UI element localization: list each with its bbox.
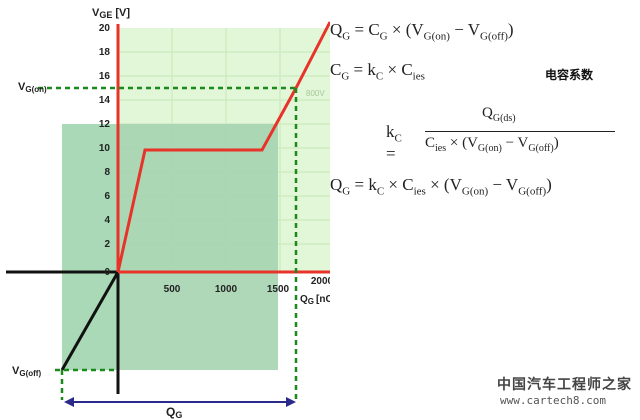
y-tick-14: 14: [99, 95, 111, 106]
y-tick-8: 8: [104, 167, 110, 178]
x-tick-1000: 1000: [215, 284, 238, 295]
negative-charge-line: [60, 271, 120, 371]
fraction-bar: [425, 131, 615, 132]
formula-kc-lhs: kC =: [386, 122, 402, 164]
y-tick-12: 12: [99, 119, 111, 130]
gate-charge-diagram: 20 18 16 14 12 10 8 6 4 2 0 500 1000 150…: [6, 7, 330, 420]
qg-arrow-left-icon: [64, 397, 74, 407]
voltage-tag: 800V: [306, 89, 325, 98]
y-tick-16: 16: [99, 71, 111, 82]
y-tick-18: 18: [99, 47, 111, 58]
x-tick-1500: 1500: [267, 284, 290, 295]
capacitance-coefficient-label: 电容系数: [545, 68, 594, 82]
formula-gate-capacitance: CG = kC × Cies: [330, 60, 425, 83]
x-tick-2000: 2000: [311, 276, 330, 287]
y-tick-20: 20: [99, 23, 111, 34]
x-tick-500: 500: [164, 284, 181, 295]
qg-arrow-right-icon: [286, 397, 296, 407]
gate-charge-curve: [116, 21, 330, 273]
y-tick-4: 4: [104, 215, 110, 226]
formula-kc-numerator: QG(ds): [482, 105, 516, 124]
watermark-title: 中国汽车工程师之家: [497, 377, 632, 393]
y-tick-10: 10: [99, 143, 111, 154]
vg-on-label: VG(on): [18, 81, 47, 94]
x-axis-title: QG[nC]: [300, 294, 330, 306]
formula-gate-charge-expanded: QG = kC × Cies × (VG(on) − VG(off)): [330, 175, 552, 198]
vg-off-label: VG(off): [12, 365, 41, 378]
y-axis-title: VGE [V]: [92, 7, 130, 20]
y-tick-2: 2: [104, 239, 110, 250]
y-tick-6: 6: [104, 191, 110, 202]
y-tick-0: 0: [104, 267, 110, 278]
watermark-url: www.cartech8.com: [500, 394, 606, 407]
dashed-guides: [38, 86, 298, 400]
formula-panel: QG = CG × (VG(on) − VG(off)) CG = kC × C…: [330, 10, 630, 270]
formula-gate-charge: QG = CG × (VG(on) − VG(off)): [330, 20, 514, 43]
formula-kc-denominator: Cies × (VG(on) − VG(off)): [425, 135, 559, 154]
qg-span-label: QG: [166, 405, 182, 420]
charge-box-side: [62, 124, 118, 370]
charge-box-front: [118, 124, 278, 370]
